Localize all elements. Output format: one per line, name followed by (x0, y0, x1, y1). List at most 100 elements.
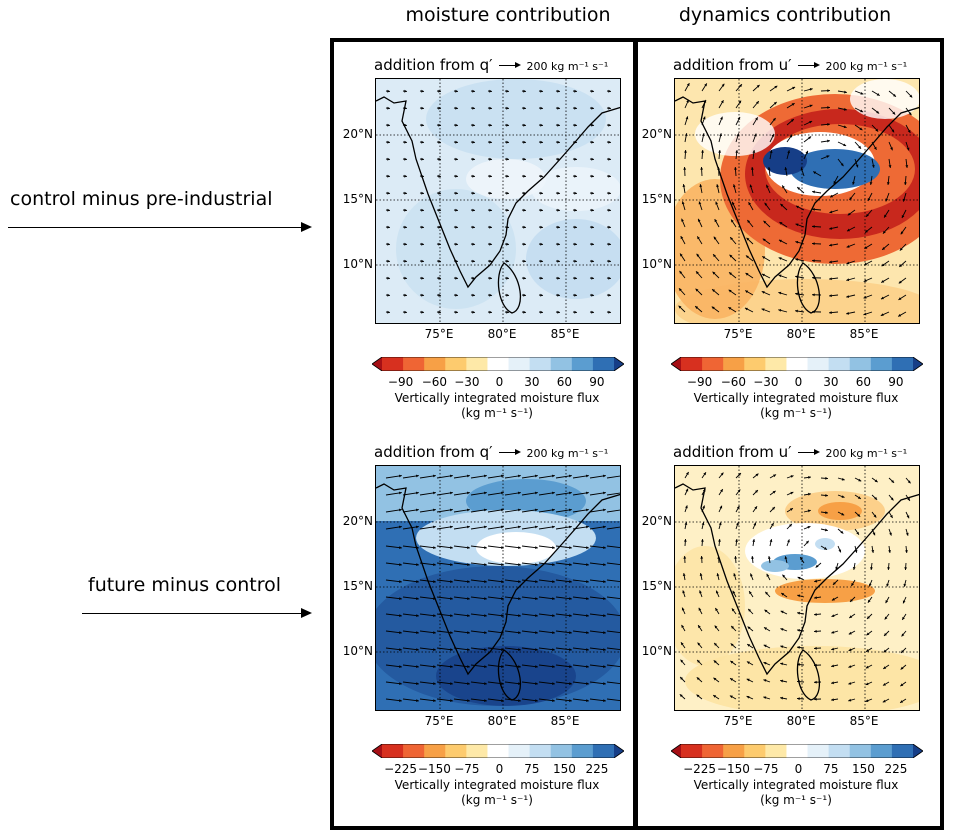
wind-vector-head (763, 627, 767, 630)
wind-vector-head (846, 261, 850, 265)
wind-vector-head (886, 583, 890, 587)
panel-title-text: addition from u′ (673, 443, 792, 461)
wind-vector-head (450, 491, 453, 495)
wind-vector-head (898, 280, 902, 284)
wind-vector-head (433, 580, 436, 584)
wind-vector-head (387, 174, 390, 178)
wind-vector-head (535, 525, 538, 529)
wind-vector (606, 630, 620, 634)
wind-vector-head (455, 276, 458, 280)
wind-vector-head (387, 293, 390, 297)
wind-vector-head (506, 106, 509, 110)
wind-vector (521, 509, 538, 513)
colorbar-segment (466, 744, 488, 758)
wind-vector-head (682, 573, 686, 576)
wind-vector-head (540, 106, 543, 110)
wind-vector (419, 698, 436, 702)
wind-vector (402, 596, 419, 600)
wind-vector-head (678, 288, 682, 292)
wind-vector-head (779, 222, 783, 225)
colorbar-label-bottom-left: Vertically integrated moisture flux (kg … (367, 778, 627, 808)
colorbar-tick: 75 (823, 762, 839, 776)
lat-label-15N: 15°N (641, 192, 672, 206)
wind-vector (572, 562, 589, 566)
colorbar-tick: 150 (851, 762, 875, 776)
wind-vector-head (882, 682, 886, 686)
wind-vector-head (416, 648, 419, 652)
wind-vector-head (772, 506, 775, 510)
wind-vector-head (719, 133, 722, 137)
wind-vector-head (808, 475, 811, 479)
wind-vector-head (506, 259, 509, 263)
wind-vector-head (455, 310, 458, 314)
colorbar-ticks-bottom-left: −225 −150 −75 0 75 150 225 (372, 762, 632, 776)
wind-vector-head (506, 174, 509, 178)
wind-vector-head (718, 150, 722, 153)
wind-vector (606, 664, 620, 668)
wind-vector-head (812, 190, 815, 194)
wind-vector-head (871, 550, 875, 553)
wind-vector-head (518, 580, 521, 584)
wind-vector-head (404, 191, 407, 195)
wind-vector-head (523, 123, 526, 127)
wind-vector-head (489, 208, 492, 212)
wind-vector-head (680, 253, 683, 257)
wind-vector-head (608, 191, 611, 195)
wind-vector (606, 647, 620, 651)
wind-vector-head (782, 574, 786, 578)
colorbar-segment (403, 357, 425, 371)
wind-vector-head (738, 100, 742, 104)
wind-vector-head (755, 117, 758, 121)
wind-vector-head (416, 631, 419, 635)
wind-vector-head (399, 474, 402, 478)
wind-vector-head (518, 546, 521, 550)
wind-vector-head (863, 262, 867, 266)
wind-vector-head (731, 625, 735, 629)
wind-vector (555, 630, 572, 634)
wind-vector (538, 698, 555, 702)
colorbar-bottom-left (372, 744, 624, 758)
wind-vector-head (809, 120, 813, 124)
wind-vector (419, 475, 436, 479)
wind-vector-head (824, 528, 828, 532)
wind-vector-head (867, 198, 871, 202)
colorbar-tick: 0 (495, 762, 504, 776)
wind-vector-head (620, 546, 621, 549)
map-dynamics-top (674, 78, 920, 324)
wind-vector-head (732, 184, 736, 188)
wind-vector-head (603, 580, 606, 584)
lat-label-10N: 10°N (641, 644, 672, 658)
wind-vector-head (608, 276, 611, 280)
colorbar-segment (807, 357, 830, 371)
reference-vector-label: 200 kg m⁻¹ s⁻¹ (825, 447, 908, 460)
wind-vector (470, 613, 487, 617)
wind-vector-head (848, 648, 852, 652)
colorbar-tick: 225 (585, 762, 609, 776)
wind-vector-head (399, 597, 402, 601)
wind-vector-head (829, 260, 832, 264)
wind-vector-head (843, 107, 847, 111)
wind-vector-head (501, 648, 504, 652)
wind-vector-head (685, 488, 689, 492)
wind-vector-head (591, 123, 594, 127)
wind-vector-head (518, 648, 521, 652)
wind-vector (487, 492, 504, 496)
wind-vector-head (535, 665, 538, 669)
colorbar-tick: −150 (716, 762, 750, 776)
wind-vector-head (620, 509, 621, 512)
wind-vector-head (404, 208, 407, 212)
wind-vector-head (603, 631, 606, 635)
wind-vector-head (762, 256, 766, 259)
wind-vector-head (699, 590, 702, 594)
wind-vector (453, 475, 470, 479)
lon-label-75E: 75°E (723, 714, 753, 728)
colorbar-segment (891, 744, 914, 758)
wind-vector-head (790, 491, 794, 495)
wind-vector-head (433, 546, 436, 550)
wind-vector-head (800, 167, 804, 171)
wind-vector (572, 613, 589, 617)
wind-vector-head (827, 89, 830, 93)
wind-vector-head (489, 89, 492, 93)
wind-vector-head (591, 106, 594, 110)
wind-vector-head (812, 225, 815, 228)
